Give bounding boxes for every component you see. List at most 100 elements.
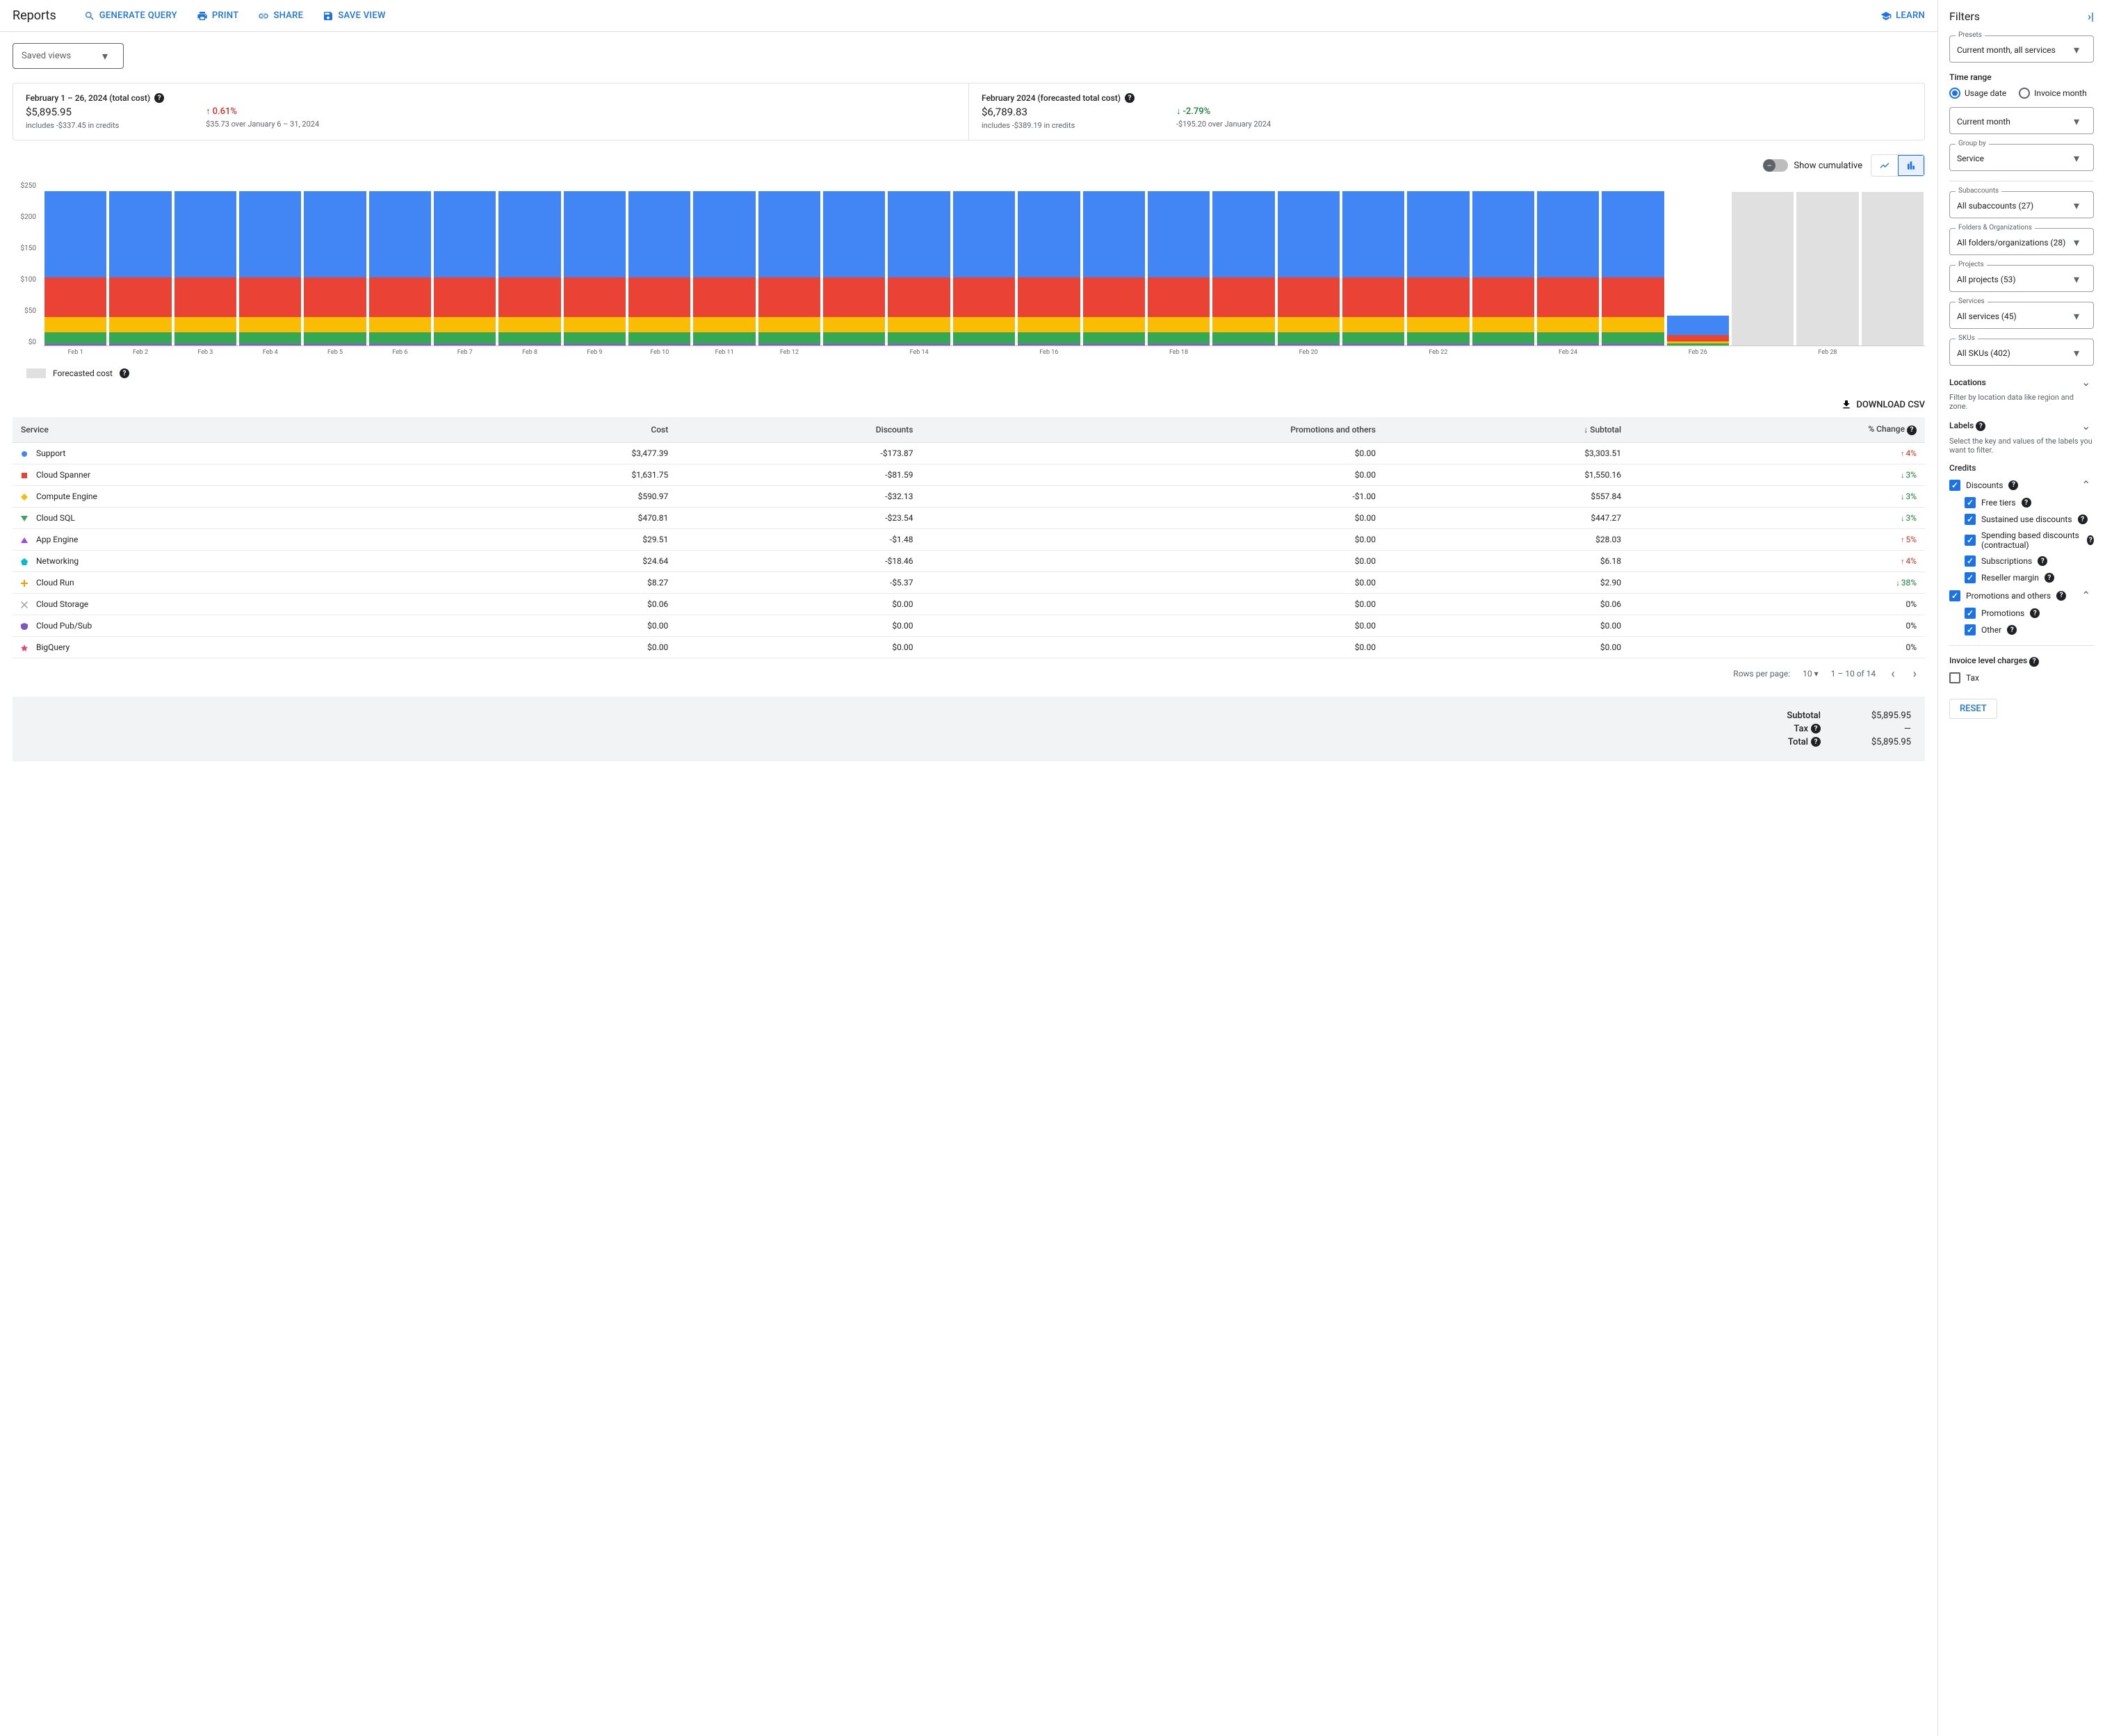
skus-select[interactable]: SKUs All SKUs (402) ▾ <box>1949 339 2094 366</box>
table-row[interactable]: BigQuery $0.00 $0.00 $0.00 $0.00 0% <box>13 636 1925 658</box>
bar-column[interactable] <box>888 182 950 346</box>
bar-column[interactable] <box>109 182 171 346</box>
col-promotions[interactable]: Promotions and others <box>921 417 1383 442</box>
bar-column[interactable] <box>304 182 366 346</box>
col-subtotal[interactable]: ↓ Subtotal <box>1384 417 1629 442</box>
bar-column[interactable] <box>434 182 496 346</box>
bar-column[interactable] <box>1667 182 1729 346</box>
tax-checkbox[interactable]: Tax <box>1949 672 2094 683</box>
table-row[interactable]: Compute Engine $590.97 -$32.13 -$1.00 $5… <box>13 485 1925 507</box>
help-icon[interactable]: ? <box>1125 93 1135 103</box>
help-icon[interactable]: ? <box>2022 498 2031 508</box>
help-icon[interactable]: ? <box>1976 421 1985 431</box>
chevron-up-icon[interactable]: ⌃ <box>2081 478 2094 492</box>
bar-column[interactable] <box>498 182 560 346</box>
table-row[interactable]: Cloud Storage $0.06 $0.00 $0.00 $0.06 0% <box>13 593 1925 615</box>
promotions-others-checkbox[interactable]: Promotions and others ? ⌃ <box>1949 589 2094 602</box>
services-select[interactable]: Services All services (45) ▾ <box>1949 302 2094 329</box>
chevron-up-icon[interactable]: ⌃ <box>2081 589 2094 602</box>
table-row[interactable]: Networking $24.64 -$18.46 $0.00 $6.18 ↑4… <box>13 550 1925 571</box>
rows-per-page-select[interactable]: 10 ▾ <box>1803 669 1819 679</box>
bar-column[interactable] <box>758 182 820 346</box>
bar-column[interactable] <box>1342 182 1404 346</box>
help-icon[interactable]: ? <box>2007 625 2017 635</box>
group-by-select[interactable]: Group by Service ▾ <box>1949 144 2094 171</box>
free-tiers-checkbox[interactable]: Free tiers ? <box>1965 497 2094 508</box>
projects-select[interactable]: Projects All projects (53) ▾ <box>1949 265 2094 292</box>
bar-column[interactable] <box>1537 182 1599 346</box>
table-row[interactable]: Support $3,477.39 -$173.87 $0.00 $3,303.… <box>13 442 1925 464</box>
bar-column[interactable] <box>628 182 690 346</box>
collapse-filters-button[interactable]: ›| <box>2088 10 2094 23</box>
generate-query-button[interactable]: GENERATE QUERY <box>84 10 177 22</box>
subaccounts-select[interactable]: Subaccounts All subaccounts (27) ▾ <box>1949 191 2094 218</box>
reset-button[interactable]: RESET <box>1949 699 1997 719</box>
help-icon[interactable]: ? <box>2029 657 2039 667</box>
col-discounts[interactable]: Discounts <box>676 417 921 442</box>
saved-views-select[interactable]: Saved views ▾ <box>13 43 124 69</box>
bar-column[interactable] <box>1602 182 1664 346</box>
labels-expander[interactable]: Labels ? ⌄ <box>1949 419 2094 432</box>
print-button[interactable]: PRINT <box>197 10 239 22</box>
bar-column[interactable] <box>693 182 755 346</box>
bar-chart-button[interactable] <box>1898 155 1924 176</box>
learn-button[interactable]: LEARN <box>1880 10 1925 22</box>
table-row[interactable]: Cloud Run $8.27 -$5.37 $0.00 $2.90 ↓38% <box>13 571 1925 593</box>
col-cost[interactable]: Cost <box>434 417 676 442</box>
help-icon[interactable]: ? <box>2078 514 2088 524</box>
folders-select[interactable]: Folders & Organizations All folders/orga… <box>1949 228 2094 255</box>
reseller-margin-checkbox[interactable]: Reseller margin ? <box>1965 572 2094 583</box>
other-checkbox[interactable]: Other ? <box>1965 624 2094 635</box>
bar-column[interactable] <box>239 182 301 346</box>
discounts-checkbox[interactable]: Discounts ? ⌃ <box>1949 478 2094 492</box>
line-chart-button[interactable] <box>1871 155 1898 176</box>
table-row[interactable]: Cloud SQL $470.81 -$23.54 $0.00 $447.27 … <box>13 507 1925 528</box>
help-icon[interactable]: ? <box>2038 556 2047 566</box>
presets-select[interactable]: Presets Current month, all services ▾ <box>1949 35 2094 63</box>
bar-column[interactable] <box>1148 182 1210 346</box>
bar-column[interactable] <box>953 182 1015 346</box>
invoice-month-radio[interactable]: Invoice month <box>2019 88 2087 99</box>
download-csv-button[interactable]: DOWNLOAD CSV <box>1841 399 1925 410</box>
bar-column[interactable] <box>1407 182 1469 346</box>
table-row[interactable]: App Engine $29.51 -$1.48 $0.00 $28.03 ↑5… <box>13 528 1925 550</box>
bar-column[interactable] <box>1862 182 1924 346</box>
month-select[interactable]: Current month ▾ <box>1949 107 2094 134</box>
next-page-button[interactable]: › <box>1910 667 1919 681</box>
table-row[interactable]: Cloud Pub/Sub $0.00 $0.00 $0.00 $0.00 0% <box>13 615 1925 636</box>
sustained-use-checkbox[interactable]: Sustained use discounts ? <box>1965 514 2094 525</box>
help-icon[interactable]: ? <box>120 368 129 378</box>
help-icon[interactable]: ? <box>2045 573 2054 583</box>
table-row[interactable]: Cloud Spanner $1,631.75 -$81.59 $0.00 $1… <box>13 464 1925 485</box>
bar-column[interactable] <box>44 182 106 346</box>
bar-column[interactable] <box>823 182 885 346</box>
bar-column[interactable] <box>1212 182 1274 346</box>
help-icon[interactable]: ? <box>1811 724 1821 733</box>
locations-expander[interactable]: Locations ⌄ <box>1949 375 2094 389</box>
promotions-checkbox[interactable]: Promotions ? <box>1965 608 2094 619</box>
bar-column[interactable] <box>369 182 431 346</box>
bar-column[interactable] <box>1083 182 1145 346</box>
help-icon[interactable]: ? <box>1907 425 1917 435</box>
save-view-button[interactable]: SAVE VIEW <box>323 10 386 22</box>
bar-column[interactable] <box>564 182 626 346</box>
help-icon[interactable]: ? <box>154 93 164 103</box>
prev-page-button[interactable]: ‹ <box>1888 667 1897 681</box>
share-button[interactable]: SHARE <box>258 10 303 22</box>
subscriptions-checkbox[interactable]: Subscriptions ? <box>1965 555 2094 567</box>
col-change[interactable]: % Change ? <box>1629 417 1925 442</box>
help-icon[interactable]: ? <box>1811 737 1821 747</box>
help-icon[interactable]: ? <box>2056 591 2066 601</box>
bar-column[interactable] <box>1796 182 1858 346</box>
bar-column[interactable] <box>1732 182 1794 346</box>
help-icon[interactable]: ? <box>2008 480 2018 490</box>
help-icon[interactable]: ? <box>2087 535 2094 545</box>
bar-column[interactable] <box>174 182 236 346</box>
bar-column[interactable] <box>1278 182 1340 346</box>
bar-column[interactable] <box>1472 182 1534 346</box>
col-service[interactable]: Service <box>13 417 434 442</box>
bar-column[interactable] <box>1018 182 1080 346</box>
cumulative-toggle[interactable]: – <box>1764 159 1788 172</box>
usage-date-radio[interactable]: Usage date <box>1949 88 2006 99</box>
spending-based-checkbox[interactable]: Spending based discounts (contractual) ? <box>1965 530 2094 550</box>
